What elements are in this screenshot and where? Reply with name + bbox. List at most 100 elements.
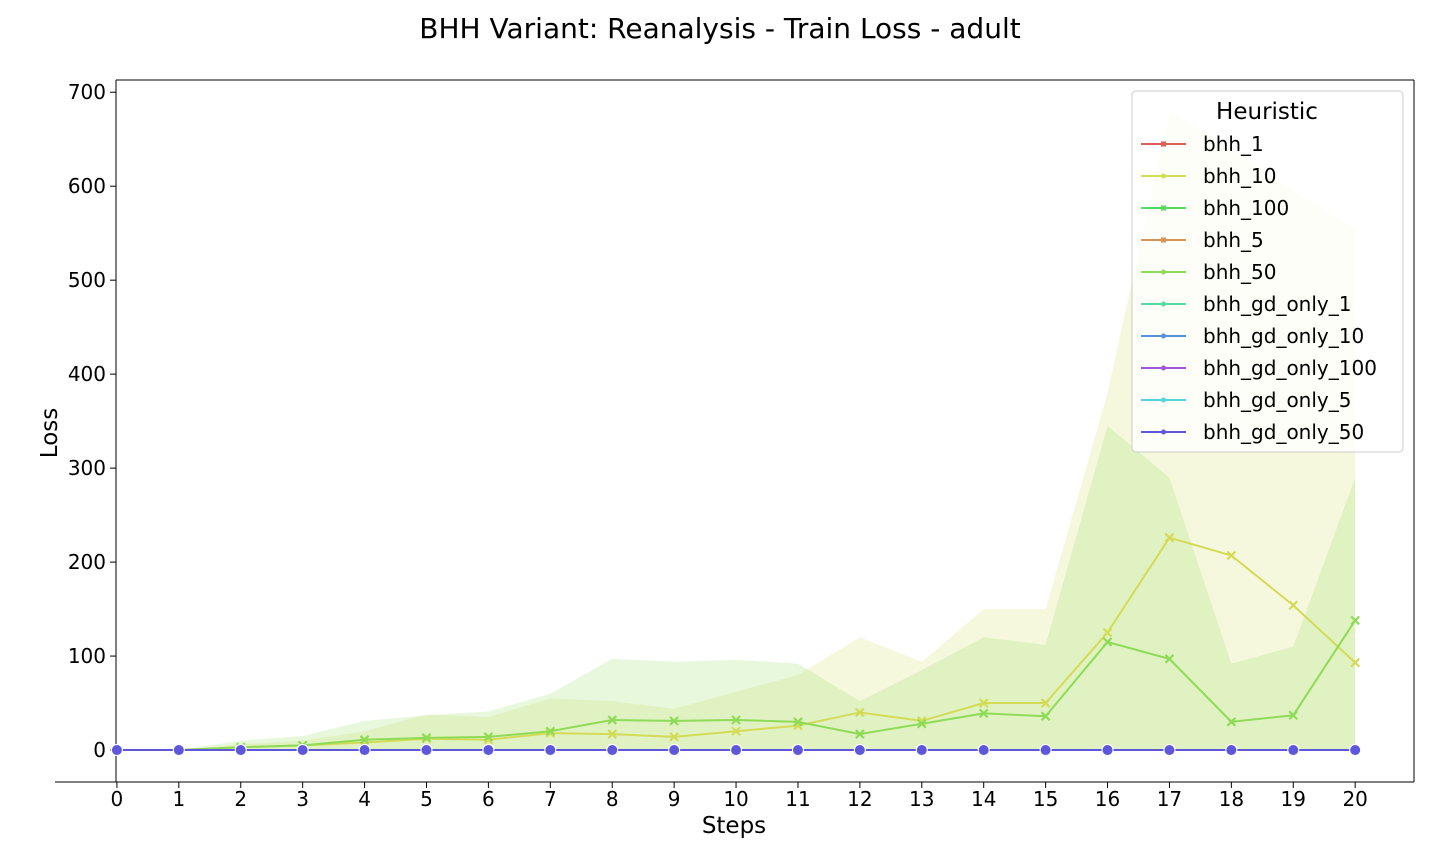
data-point-bhh-50 [483,732,494,742]
data-point-bhh-gd-only-50 [358,744,371,757]
data-point-bhh-50 [1040,711,1051,721]
data-point-bhh-10 [731,726,741,737]
data-point-bhh-50 [1102,637,1113,647]
legend-item-bhh-100: bhh_100 [1141,196,1289,220]
legend-marker [1161,429,1166,435]
data-point-bhh-10 [1102,627,1113,638]
x-tick-label: 0 [111,787,124,811]
y-tick-label: 400 [68,362,106,386]
data-point-bhh-50 [855,729,865,739]
x-tick-label: 20 [1342,787,1367,811]
data-point-bhh-50 [978,708,989,719]
legend-label: bhh_10 [1203,164,1277,188]
data-point-bhh-10 [1164,532,1175,543]
legend-item-bhh-gd-only-10: bhh_gd_only_10 [1141,324,1364,348]
data-point-bhh-gd-only-50 [234,744,247,757]
y-tick-label: 700 [68,80,106,104]
data-point-bhh-50 [1164,654,1175,664]
data-point-bhh-gd-only-50 [110,744,123,757]
data-point-bhh-gd-only-50 [915,744,928,757]
legend-item-bhh-gd-only-100: bhh_gd_only_100 [1141,356,1377,380]
y-ticks: 0 100 200 300 400 500 600 700 [68,80,116,762]
data-point-bhh-gd-only-50 [1349,744,1362,757]
legend: Heuristic bhh_1 bhh_10 bhh_100 bhh_5 bhh_50b… [1131,90,1404,453]
data-point-bhh-50 [1226,717,1237,727]
legend-label: bhh_1 [1203,132,1264,156]
legend-item-bhh-5: bhh_5 [1141,228,1264,252]
x-axis-label: Steps [702,813,766,839]
data-point-bhh-10 [669,732,679,742]
legend-marker [1161,365,1166,371]
data-point-bhh-gd-only-50 [1225,744,1238,757]
legend-item-bhh-gd-only-1: bhh_gd_only_1 [1141,292,1351,316]
x-tick-label: 13 [909,787,934,811]
legend-marker [1161,269,1166,275]
legend-item-bhh-1: bhh_1 [1141,132,1264,156]
y-tick-label: 0 [93,738,106,762]
legend-label: bhh_gd_only_10 [1203,324,1364,348]
data-point-bhh-gd-only-50 [1101,744,1114,757]
y-tick-label: 600 [68,174,106,198]
data-point-bhh-gd-only-50 [296,744,309,757]
x-tick-label: 9 [668,787,681,811]
x-tick-label: 4 [358,787,371,811]
x-tick-label: 6 [482,787,495,811]
data-point-bhh-10 [978,698,989,708]
data-point-bhh-gd-only-50 [791,744,804,757]
x-tick-label: 19 [1281,787,1306,811]
data-point-bhh-gd-only-50 [420,744,433,757]
data-point-bhh-50 [545,726,556,737]
data-point-bhh-50 [793,717,803,727]
data-point-bhh-50 [917,718,927,729]
x-tick-label: 16 [1095,787,1120,811]
data-point-bhh-10 [1226,550,1237,561]
legend-label: bhh_5 [1203,228,1264,252]
x-tick-label: 17 [1157,787,1182,811]
legend-marker [1161,237,1166,243]
legend-items: bhh_1 bhh_10 bhh_100 bhh_5 bhh_50 bhh_gd_only… [1141,132,1377,444]
legend-label: bhh_gd_only_50 [1203,420,1364,444]
x-tick-label: 11 [785,787,810,811]
x-tick-label: 15 [1033,787,1058,811]
data-point-bhh-50 [1288,710,1299,721]
legend-item-bhh-50: bhh_50 [1141,260,1277,284]
chart-title: BHH Variant: Reanalysis - Train Loss - a… [419,12,1020,45]
legend-item-bhh-gd-only-5: bhh_gd_only_5 [1141,388,1351,412]
legend-item-bhh-gd-only-50: bhh_gd_only_50 [1141,420,1364,444]
axes [55,79,1415,783]
x-ticks: 0 1 2 3 4 5 6 7 8 9 10 11 12 13 14 15 16 17 18 19 20 [111,782,1368,811]
x-tick-label: 5 [420,787,433,811]
x-tick-label: 3 [296,787,309,811]
data-point-bhh-10 [1350,657,1360,668]
legend-label: bhh_50 [1203,260,1277,284]
legend-label: bhh_gd_only_1 [1203,292,1351,316]
data-point-bhh-gd-only-50 [1163,744,1176,757]
data-point-bhh-gd-only-50 [730,744,743,757]
x-tick-label: 7 [544,787,557,811]
y-axis-label: Loss [37,408,63,458]
legend-marker [1161,333,1166,339]
legend-label: bhh_gd_only_100 [1203,356,1377,380]
data-point-bhh-10 [1288,600,1299,611]
legend-marker [1161,141,1166,147]
legend-label: bhh_100 [1203,196,1289,220]
legend-marker [1161,301,1166,307]
y-tick-label: 100 [68,644,106,668]
legend-marker [1161,397,1166,403]
data-point-bhh-50 [669,716,679,726]
legend-label: bhh_gd_only_5 [1203,388,1351,412]
x-tick-label: 10 [723,787,748,811]
data-point-bhh-10 [607,729,617,739]
data-point-bhh-gd-only-50 [1039,744,1052,757]
data-point-bhh-50 [421,733,432,743]
data-point-bhh-gd-only-50 [668,744,681,757]
legend-box [1131,90,1404,453]
x-tick-label: 1 [172,787,185,811]
y-tick-label: 300 [68,456,106,480]
data-point-bhh-50 [359,734,370,745]
legend-item-bhh-10: bhh_10 [1141,164,1277,188]
data-point-bhh-gd-only-50 [853,744,866,757]
data-point-bhh-10 [1040,698,1051,708]
